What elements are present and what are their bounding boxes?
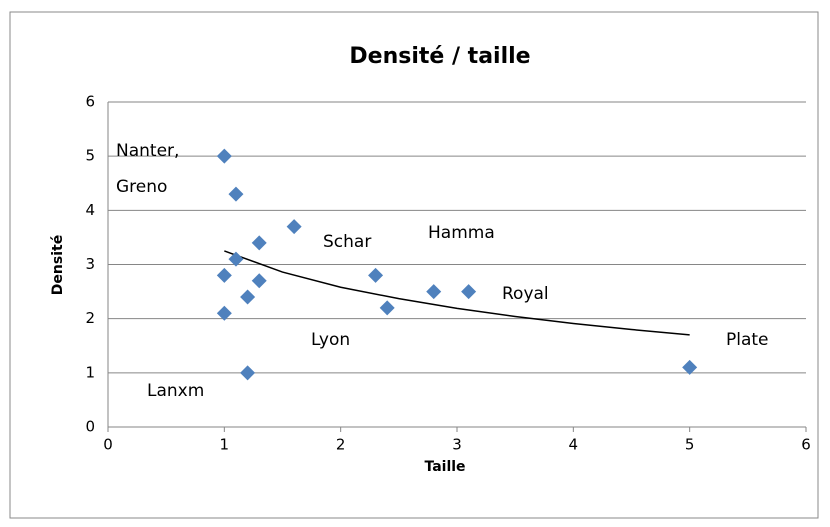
y-tick-label: 6 xyxy=(85,93,95,111)
y-tick-label: 1 xyxy=(85,363,95,381)
data-point xyxy=(216,148,232,164)
data-point xyxy=(228,251,244,267)
data-point xyxy=(682,359,698,375)
x-tick-label: 3 xyxy=(452,436,462,454)
y-tick-label: 0 xyxy=(85,418,95,436)
data-point xyxy=(216,305,232,321)
annotation: Plate xyxy=(726,330,769,350)
annotation: Hamma xyxy=(428,223,495,243)
x-tick-label: 4 xyxy=(569,436,579,454)
trendline xyxy=(224,250,690,336)
y-tick-label: 2 xyxy=(85,309,95,327)
data-point xyxy=(251,273,267,289)
data-point xyxy=(251,235,267,251)
x-tick-label: 6 xyxy=(801,436,811,454)
data-point xyxy=(228,186,244,202)
data-point xyxy=(368,267,384,283)
annotation: Greno xyxy=(116,177,167,197)
data-point xyxy=(379,300,395,316)
y-tick-label: 3 xyxy=(85,255,95,273)
annotation: Schar xyxy=(323,232,371,252)
x-tick-label: 5 xyxy=(685,436,695,454)
data-point xyxy=(426,284,442,300)
annotation: Nanter, xyxy=(116,141,179,161)
data-point xyxy=(240,365,256,381)
x-tick-label: 2 xyxy=(336,436,346,454)
x-tick-label: 0 xyxy=(103,436,113,454)
y-tick-label: 4 xyxy=(85,201,95,219)
chart-title: Densité / taille xyxy=(349,44,530,69)
data-point xyxy=(286,219,302,235)
x-tick-label: 1 xyxy=(220,436,230,454)
y-axis-title: Densité xyxy=(50,235,66,295)
data-point xyxy=(240,289,256,305)
data-point xyxy=(216,267,232,283)
y-tick-label: 5 xyxy=(85,147,95,165)
x-axis-title: Taille xyxy=(424,459,465,475)
annotation: Royal xyxy=(502,284,549,304)
annotation: Lanxm xyxy=(147,381,204,401)
annotation: Lyon xyxy=(311,330,350,350)
data-point xyxy=(461,284,477,300)
